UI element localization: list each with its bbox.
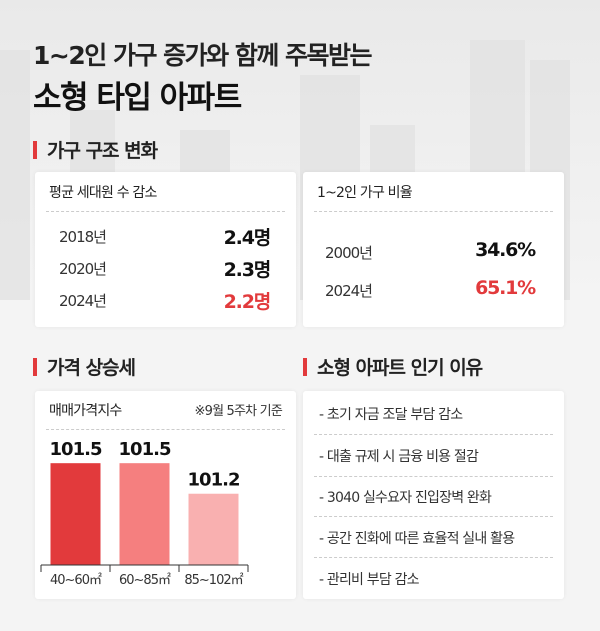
year-label: 2018년 — [59, 228, 107, 246]
accent-bar — [33, 357, 37, 376]
title-line-1: 1~2인 가구 증가와 함께 주목받는 — [33, 41, 373, 70]
data-label: 101.2 — [188, 470, 240, 491]
value: 2.4명 — [223, 227, 272, 249]
divider — [314, 211, 553, 212]
section-heading-reasons: 소형 아파트 인기 이유 — [303, 353, 483, 380]
category-label: 40~60㎡ — [50, 573, 102, 588]
value: 2.3명 — [223, 259, 272, 281]
reason-item: - 대출 규제 시 금융 비용 절감 — [319, 449, 479, 465]
reason-item: - 초기 자금 조달 부담 감소 — [319, 407, 463, 423]
section-heading-household: 가구 구조 변화 — [33, 136, 158, 163]
value-highlight: 2.2명 — [223, 291, 272, 313]
divider — [314, 516, 553, 517]
accent-bar — [33, 140, 37, 159]
divider — [314, 434, 553, 435]
year-label: 2000년 — [325, 244, 373, 262]
divider — [46, 211, 285, 212]
bar — [119, 463, 170, 565]
section-heading-price: 가격 상승세 — [33, 353, 136, 380]
reasons-card: - 초기 자금 조달 부담 감소 - 대출 규제 시 금융 비용 절감 - 30… — [303, 391, 564, 599]
accent-bar — [303, 357, 307, 376]
household-size-card: 평균 세대원 수 감소 2018년 2.4명 2020년 2.3명 2024년 … — [35, 172, 296, 327]
chart-title: 매매가격지수 — [49, 403, 122, 419]
category-label: 85~102㎡ — [184, 573, 243, 588]
year-label: 2024년 — [325, 282, 373, 300]
year-label: 2024년 — [59, 292, 107, 310]
bar — [188, 493, 239, 565]
reason-item: - 3040 실수요자 진입장벽 완화 — [319, 490, 492, 506]
card-title: 평균 세대원 수 감소 — [49, 185, 157, 201]
value: 34.6% — [475, 239, 536, 261]
price-index-card: 매매가격지수 ※9월 5주차 기준 101.5 40~60㎡ 101.5 60~85㎡… — [35, 391, 296, 599]
year-label: 2020년 — [59, 260, 107, 278]
bar-chart: 101.5 40~60㎡ 101.5 60~85㎡ 101.2 85~102㎡ — [40, 439, 249, 588]
bar — [50, 463, 101, 565]
category-label: 60~85㎡ — [119, 573, 171, 588]
heading-text: 가격 상승세 — [47, 357, 136, 379]
data-label: 101.5 — [119, 439, 171, 460]
value-highlight: 65.1% — [475, 277, 536, 299]
household-ratio-card: 1~2인 가구 비율 2000년 34.6% 2024년 65.1% — [303, 172, 564, 327]
divider — [314, 557, 553, 558]
reason-item: - 관리비 부담 감소 — [319, 572, 420, 588]
heading-text: 가구 구조 변화 — [47, 140, 158, 162]
title-line-2: 소형 타입 아파트 — [33, 80, 242, 116]
heading-text: 소형 아파트 인기 이유 — [317, 357, 483, 379]
reason-item: - 공간 진화에 따른 효율적 실내 활용 — [319, 531, 515, 547]
data-label: 101.5 — [50, 439, 102, 460]
divider — [314, 476, 553, 477]
chart-note: ※9월 5주차 기준 — [194, 404, 283, 419]
card-title: 1~2인 가구 비율 — [317, 185, 413, 201]
divider — [46, 429, 285, 430]
